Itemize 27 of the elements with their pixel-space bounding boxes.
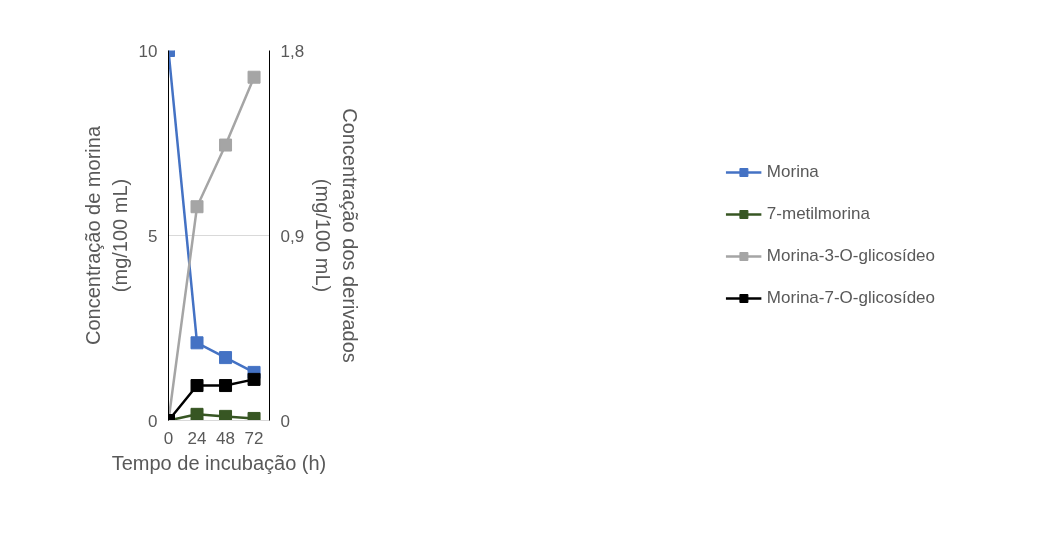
point	[219, 138, 233, 152]
point	[219, 351, 233, 365]
point	[190, 379, 204, 393]
point	[247, 372, 261, 386]
point	[190, 336, 204, 350]
legend-label: 7-metilmorina	[766, 204, 870, 224]
point	[247, 70, 261, 84]
point	[219, 379, 233, 393]
point	[219, 409, 233, 421]
y2-tick-label: 0,9	[280, 226, 305, 246]
x-tick-label: 72	[244, 428, 264, 448]
y2-axis-title: Concentração dos derivados (mg/100 mL)	[312, 108, 361, 363]
y-tick-label: 5	[148, 226, 158, 246]
x-tick-label: 0	[163, 428, 174, 448]
y2-tick-label: 0	[280, 411, 290, 431]
legend-label: Morina	[766, 162, 819, 182]
y-tick-label: 0	[148, 411, 158, 431]
y2-tick-label: 1,8	[280, 41, 305, 61]
x-tick-label: 48	[216, 428, 235, 448]
point	[190, 200, 204, 214]
y-axis-title: Concentração de morina (mg/100 mL)	[82, 125, 131, 346]
point	[190, 407, 204, 421]
y-tick-label: 10	[138, 41, 158, 61]
legend-label: Morina-3-O-glicosídeo	[766, 246, 936, 266]
x-tick-label: 24	[187, 428, 207, 448]
legend-label: Morina-7-O-glicosídeo	[766, 288, 936, 308]
x-axis-title: Tempo de incubação (h)	[111, 451, 327, 474]
